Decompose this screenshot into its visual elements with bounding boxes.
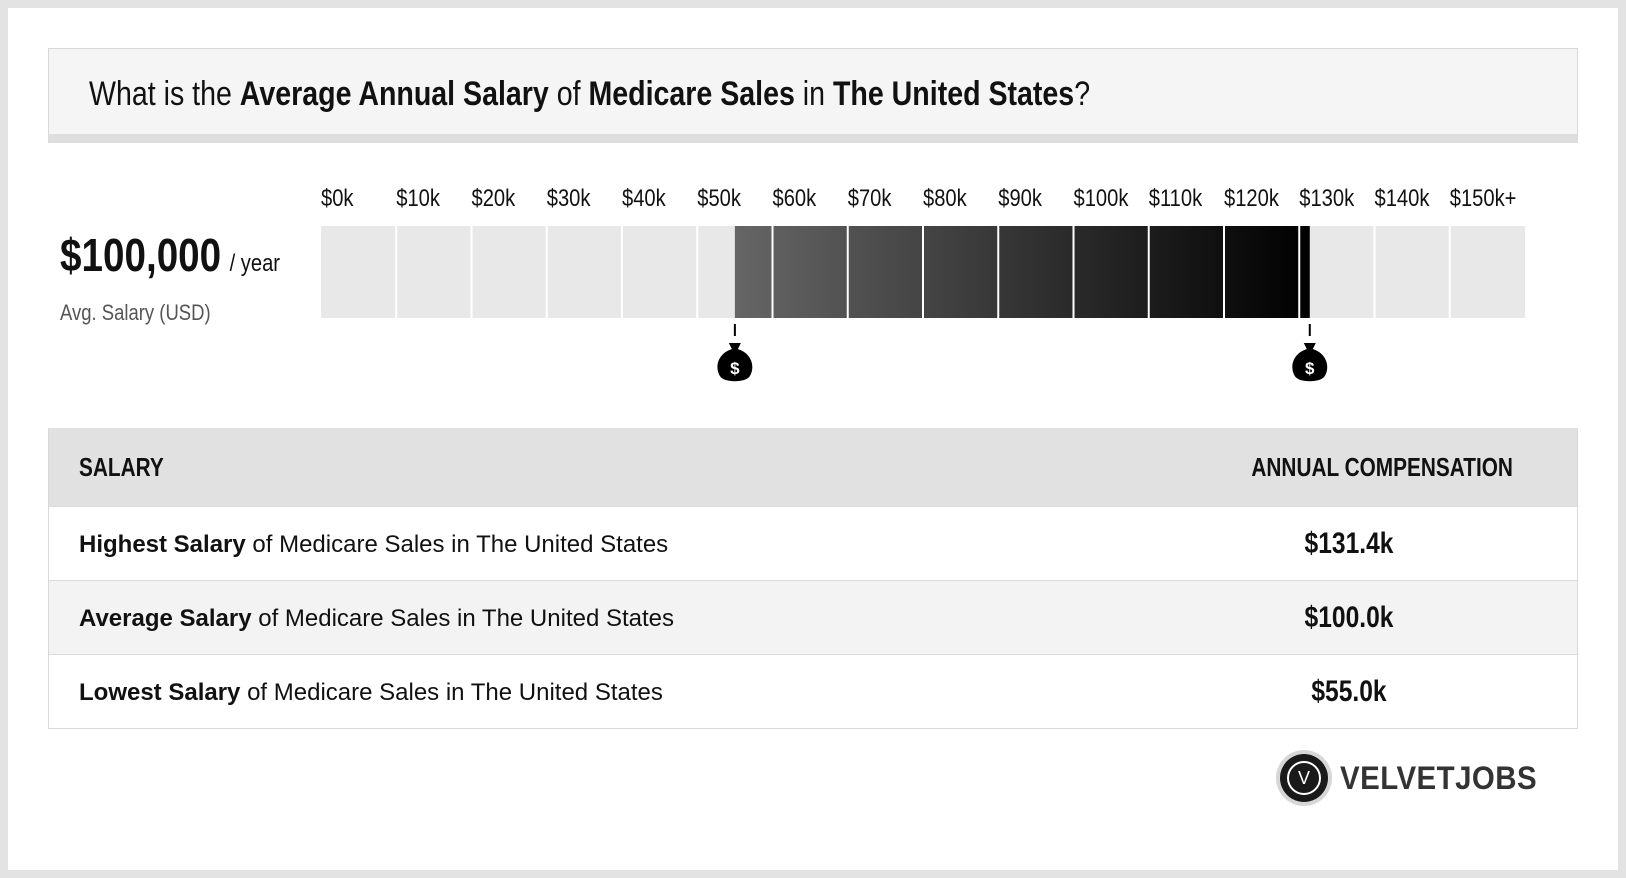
tick-label: $40k	[622, 184, 667, 211]
salary-range-chart: $0k $10k $20k $30k $40k $50k $60k $70k $80k $90k $…	[321, 184, 1525, 382]
cell-divider	[1448, 226, 1451, 318]
title-box: What is the Average Annual Salary of Med…	[48, 48, 1578, 143]
tick-label: $10k	[396, 184, 441, 211]
tick-label: $140k	[1375, 184, 1431, 211]
row-label-bold: Average Salary	[79, 605, 252, 632]
row-label-bold: Highest Salary	[79, 531, 246, 558]
row-label-bold: Lowest Salary	[79, 679, 241, 706]
cell-divider	[1072, 226, 1075, 318]
bar-cell	[471, 226, 547, 318]
tick-labels: $0k $10k $20k $30k $40k $50k $60k $70k $80k $90k $…	[321, 184, 1516, 211]
row-label-rest: of Medicare Sales in The United States	[251, 605, 675, 632]
range-markers: $ $	[717, 324, 1328, 382]
bar-cell	[1299, 226, 1375, 318]
dollar-sign: $	[1305, 359, 1315, 378]
average-salary: $100,000 / year	[60, 228, 280, 282]
dollar-sign: $	[730, 359, 740, 378]
bar-cell	[396, 226, 472, 318]
logo-badge-icon: V	[1280, 754, 1328, 802]
bar-cell	[546, 226, 622, 318]
tick-label: $130k	[1299, 184, 1355, 211]
money-bag-neck	[728, 343, 741, 349]
table-row: Lowest Salary of Medicare Sales in The U…	[49, 654, 1577, 728]
title-prefix: What is the	[89, 75, 240, 113]
cell-divider	[470, 226, 473, 318]
average-caption: Avg. Salary (USD)	[60, 300, 211, 325]
page-title: What is the Average Annual Salary of Med…	[89, 75, 1090, 114]
tick-label: $30k	[547, 184, 592, 211]
tick-label: $70k	[848, 184, 893, 211]
table-row: Average Salary of Medicare Sales in The …	[49, 580, 1577, 654]
header-annual-compensation: ANNUAL COMPENSATION	[1251, 452, 1513, 482]
tick-label: $100k	[1074, 184, 1130, 211]
table-header: SALARY ANNUAL COMPENSATION	[49, 428, 1577, 506]
bar-cell	[1449, 226, 1525, 318]
title-suffix: ?	[1074, 75, 1091, 113]
cell-divider	[1223, 226, 1225, 318]
cell-divider	[846, 226, 849, 318]
tick-label: $150k+	[1450, 184, 1517, 211]
cell-divider	[1147, 226, 1150, 318]
cell-divider	[771, 226, 774, 318]
table-row: Highest Salary of Medicare Sales in The …	[49, 506, 1577, 580]
bar-cell	[1374, 226, 1450, 318]
cell-divider	[1298, 226, 1301, 318]
money-bag-neck	[1303, 343, 1316, 349]
cell-divider	[1373, 226, 1376, 318]
money-bag-icon: $	[717, 343, 753, 382]
average-unit: / year	[229, 250, 281, 277]
logo-letter: V	[1287, 761, 1321, 795]
cell-divider	[621, 226, 623, 318]
salary-card: What is the Average Annual Salary of Med…	[8, 8, 1618, 870]
cell-divider	[545, 226, 548, 318]
title-location: The United States	[832, 75, 1075, 113]
title-of: of	[548, 75, 589, 113]
cell-divider	[696, 226, 699, 318]
marker: $	[1292, 324, 1328, 382]
tick-label: $20k	[471, 184, 516, 211]
tick-label: $120k	[1224, 184, 1280, 211]
row-label: Lowest Salary of Medicare Sales in The U…	[79, 679, 663, 707]
row-label-rest: of Medicare Sales in The United States	[245, 531, 669, 558]
salary-range-bar	[734, 226, 1310, 318]
title-in: in	[794, 75, 833, 113]
money-bag-icon: $	[1292, 343, 1328, 382]
cell-divider	[395, 226, 398, 318]
row-value: $55.0k	[1311, 675, 1387, 708]
tick-label: $90k	[998, 184, 1043, 211]
cell-divider	[922, 226, 924, 318]
row-label: Highest Salary of Medicare Sales in The …	[79, 531, 668, 559]
money-bag-body	[1292, 349, 1328, 382]
money-bag-body	[717, 349, 753, 382]
cell-dividers	[395, 226, 1451, 318]
average-amount: $100,000	[60, 229, 222, 281]
tick-label: $80k	[923, 184, 968, 211]
velvetjobs-logo: V VELVETJOBS	[1280, 752, 1554, 804]
tick-label: $60k	[772, 184, 817, 211]
bar-cell	[622, 226, 698, 318]
row-value: $100.0k	[1304, 601, 1394, 634]
tick-label: $110k	[1149, 184, 1203, 211]
title-metric: Average Annual Salary	[239, 75, 549, 113]
row-label-rest: of Medicare Sales in The United States	[240, 679, 663, 706]
logo-wordmark: VELVETJOBS	[1340, 759, 1538, 796]
row-label: Average Salary of Medicare Sales in The …	[79, 605, 674, 633]
row-value: $131.4k	[1304, 527, 1394, 560]
header-salary: SALARY	[79, 452, 164, 482]
salary-table: SALARY ANNUAL COMPENSATION Highest Salar…	[48, 428, 1578, 729]
range-fill	[734, 226, 1310, 318]
bar-cell	[321, 226, 397, 318]
marker: $	[717, 324, 753, 382]
tick-label: $0k	[321, 184, 354, 211]
title-job: Medicare Sales	[588, 75, 795, 113]
cell-divider	[997, 226, 1000, 318]
tick-label: $50k	[697, 184, 742, 211]
